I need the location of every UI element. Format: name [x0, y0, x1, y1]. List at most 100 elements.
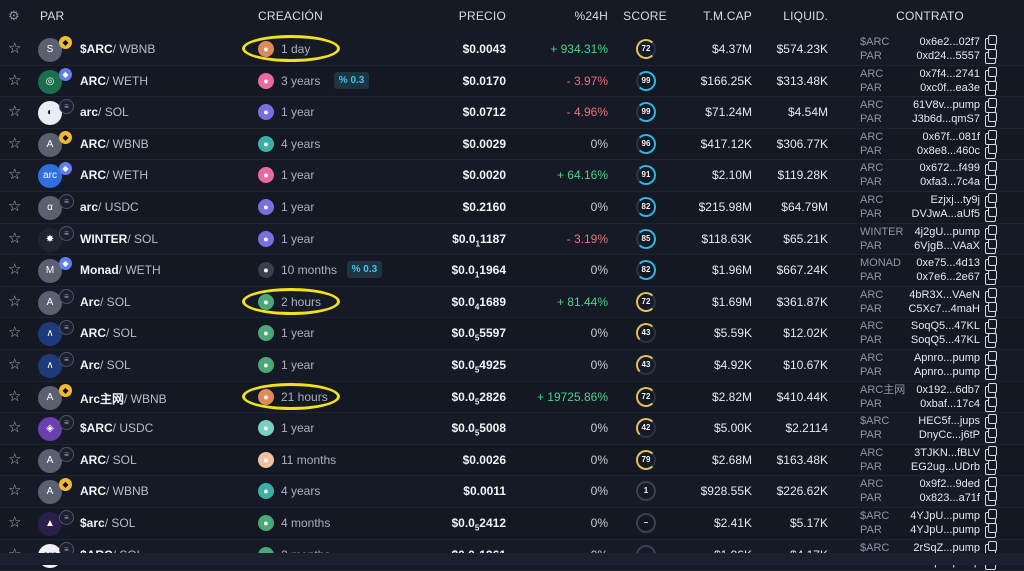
- copy-icon[interactable]: [985, 147, 996, 159]
- favorite-star-icon[interactable]: ☆: [8, 136, 21, 151]
- copy-icon[interactable]: [985, 368, 996, 380]
- copy-icon[interactable]: [985, 242, 996, 254]
- contract-token-address[interactable]: 4YJpU...pump: [910, 509, 980, 523]
- favorite-star-icon[interactable]: ☆: [8, 41, 21, 56]
- header-precio[interactable]: PRECIO: [420, 0, 506, 34]
- contract-pair-address[interactable]: Apnro...pump: [914, 365, 980, 379]
- pair-name[interactable]: ARC/ SOL: [80, 326, 137, 340]
- copy-icon[interactable]: [985, 386, 996, 398]
- contract-token-address[interactable]: 0x192...6db7: [916, 383, 980, 397]
- table-row[interactable]: ☆◐≡arc/ SOL●1 year$0.0712- 4.96%99$71.24…: [0, 97, 1024, 129]
- favorite-star-icon[interactable]: ☆: [8, 357, 21, 372]
- copy-icon[interactable]: [985, 449, 996, 461]
- contract-pair-address[interactable]: J3b6d...qmS7: [912, 112, 980, 126]
- copy-icon[interactable]: [985, 52, 996, 64]
- contract-pair-address[interactable]: 0xfa3...7c4a: [920, 175, 980, 189]
- pair-name[interactable]: Arc主网/ WBNB: [80, 390, 167, 407]
- pair-name[interactable]: $ARC/ USDC: [80, 421, 153, 435]
- copy-icon[interactable]: [985, 494, 996, 506]
- copy-icon[interactable]: [985, 70, 996, 82]
- copy-icon[interactable]: [985, 291, 996, 303]
- contract-pair-address[interactable]: SoqQ5...47KL: [911, 333, 980, 347]
- favorite-star-icon[interactable]: ☆: [8, 294, 21, 309]
- favorite-star-icon[interactable]: ☆: [8, 104, 21, 119]
- gear-icon[interactable]: ⚙: [8, 0, 22, 34]
- copy-icon[interactable]: [985, 133, 996, 145]
- header-creacion[interactable]: CREACIÓN: [258, 0, 323, 34]
- contract-pair-address[interactable]: EG2ug...UDrb: [911, 460, 980, 474]
- favorite-star-icon[interactable]: ☆: [8, 231, 21, 246]
- pair-name[interactable]: Arc/ SOL: [80, 295, 131, 309]
- header-change24[interactable]: %24H: [520, 0, 608, 34]
- contract-token-address[interactable]: 4j2gU...pump: [915, 225, 980, 239]
- copy-icon[interactable]: [985, 431, 996, 443]
- copy-icon[interactable]: [985, 115, 996, 127]
- contract-pair-address[interactable]: DnyCc...j6tP: [919, 428, 980, 442]
- contract-pair-address[interactable]: 0xbaf...17c4: [920, 397, 980, 411]
- contract-pair-address[interactable]: 0xc0f...ea3e: [920, 81, 980, 95]
- contract-pair-address[interactable]: 4YJpU...pump: [910, 523, 980, 537]
- pair-name[interactable]: arc/ USDC: [80, 200, 139, 214]
- favorite-star-icon[interactable]: ☆: [8, 452, 21, 467]
- contract-token-address[interactable]: SoqQ5...47KL: [911, 319, 980, 333]
- pair-name[interactable]: ARC/ WETH: [80, 168, 148, 182]
- pair-name[interactable]: WINTER/ SOL: [80, 232, 158, 246]
- table-row[interactable]: ☆A◆Arc主网/ WBNB●21 hours$0.052826+ 19725.…: [0, 382, 1024, 414]
- contract-pair-address[interactable]: C5Xc7...4maH: [908, 302, 980, 316]
- contract-token-address[interactable]: 61V8v...pump: [913, 98, 980, 112]
- contract-token-address[interactable]: HEC5f...jups: [918, 414, 980, 428]
- pair-name[interactable]: Monad/ WETH: [80, 263, 161, 277]
- copy-icon[interactable]: [985, 305, 996, 317]
- contract-token-address[interactable]: Apnro...pump: [914, 351, 980, 365]
- header-liquid[interactable]: LIQUID.: [758, 0, 828, 34]
- copy-icon[interactable]: [985, 84, 996, 96]
- favorite-star-icon[interactable]: ☆: [8, 389, 21, 404]
- table-row[interactable]: ☆A≡Arc/ SOL●2 hours$0.041689+ 81.44%72$1…: [0, 287, 1024, 319]
- table-row[interactable]: ☆◎◆ARC/ WETH●3 years% 0.3$0.0170- 3.97%9…: [0, 66, 1024, 98]
- pair-name[interactable]: $ARC/ WBNB: [80, 42, 155, 56]
- contract-token-address[interactable]: 0x6e2...02f7: [919, 35, 980, 49]
- pair-name[interactable]: ARC/ SOL: [80, 453, 137, 467]
- copy-icon[interactable]: [985, 273, 996, 285]
- favorite-star-icon[interactable]: ☆: [8, 262, 21, 277]
- contract-pair-address[interactable]: 0xd24...5557: [916, 49, 980, 63]
- favorite-star-icon[interactable]: ☆: [8, 515, 21, 530]
- contract-pair-address[interactable]: 6VjgB...VAaX: [914, 239, 980, 253]
- contract-token-address[interactable]: 0xe75...4d13: [916, 256, 980, 270]
- copy-icon[interactable]: [985, 210, 996, 222]
- favorite-star-icon[interactable]: ☆: [8, 73, 21, 88]
- contract-token-address[interactable]: 0x9f2...9ded: [919, 477, 980, 491]
- favorite-star-icon[interactable]: ☆: [8, 167, 21, 182]
- pair-name[interactable]: $arc/ SOL: [80, 516, 135, 530]
- contract-token-address[interactable]: 4bR3X...VAeN: [909, 288, 980, 302]
- favorite-star-icon[interactable]: ☆: [8, 199, 21, 214]
- contract-pair-address[interactable]: 0x823...a71f: [919, 491, 980, 505]
- favorite-star-icon[interactable]: ☆: [8, 420, 21, 435]
- pair-name[interactable]: Arc/ SOL: [80, 358, 131, 372]
- contract-token-address[interactable]: 0x7f4...2741: [919, 67, 980, 81]
- table-row[interactable]: ☆✸≡WINTER/ SOL●1 year$0.011187- 3.19%85$…: [0, 224, 1024, 256]
- copy-icon[interactable]: [985, 463, 996, 475]
- copy-icon[interactable]: [985, 526, 996, 538]
- pair-name[interactable]: ARC/ WBNB: [80, 137, 149, 151]
- copy-icon[interactable]: [985, 400, 996, 412]
- copy-icon[interactable]: [985, 178, 996, 190]
- header-par[interactable]: PAR: [40, 0, 64, 34]
- contract-token-address[interactable]: 3TJKN...fBLV: [914, 446, 980, 460]
- favorite-star-icon[interactable]: ☆: [8, 325, 21, 340]
- contract-pair-address[interactable]: 0x7e6...2e67: [916, 270, 980, 284]
- pair-name[interactable]: ARC/ WETH: [80, 74, 148, 88]
- table-row[interactable]: ☆S◆$ARC/ WBNB●1 day$0.0043+ 934.31%72$4.…: [0, 34, 1024, 66]
- contract-token-address[interactable]: 0x67f...081f: [923, 130, 981, 144]
- pair-name[interactable]: ARC/ WBNB: [80, 484, 149, 498]
- contract-pair-address[interactable]: DVJwA...aUf5: [912, 207, 980, 221]
- table-row[interactable]: ☆arc◆ARC/ WETH●1 year$0.0020+ 64.16%91$2…: [0, 160, 1024, 192]
- contract-pair-address[interactable]: 0x8e8...460c: [917, 144, 980, 158]
